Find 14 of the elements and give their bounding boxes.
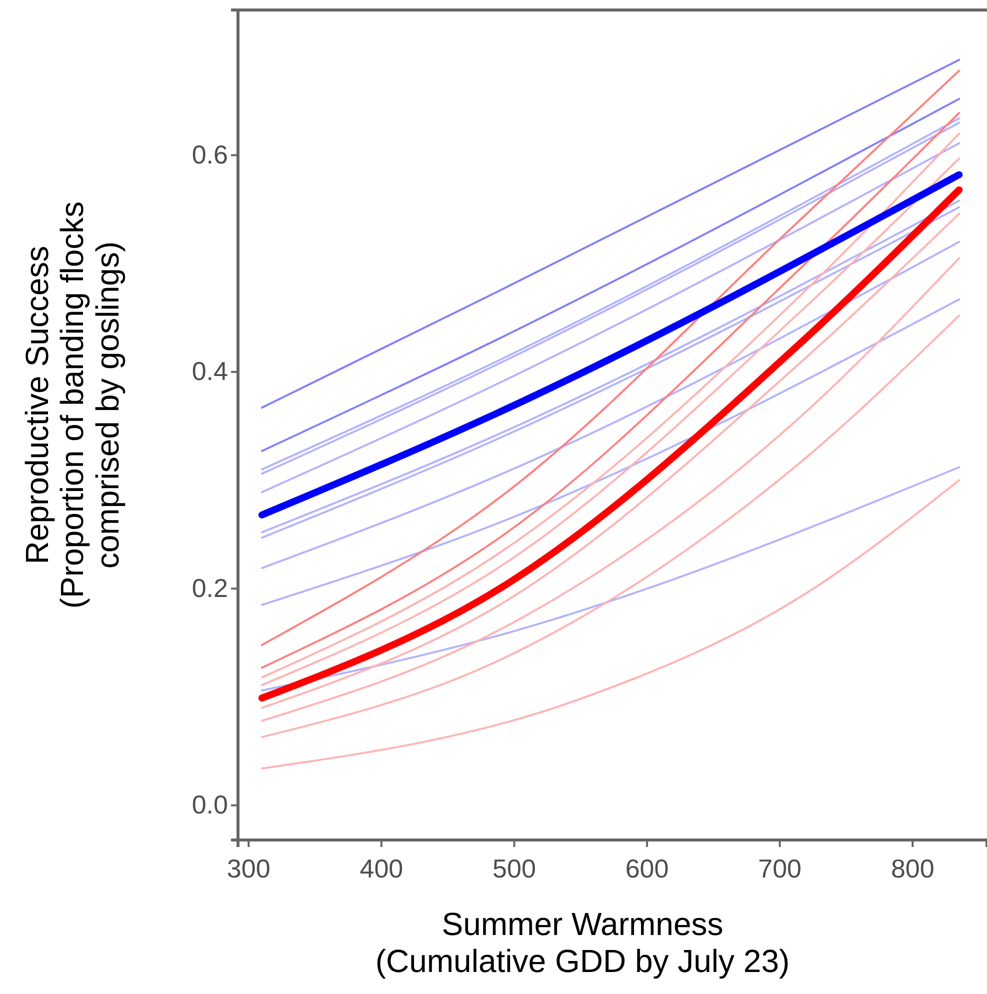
x-axis-title: Summer Warmness (Cumulative GDD by July 23) [375,906,790,979]
x-tick-label: 500 [492,853,536,884]
x-tick-label: 700 [758,853,802,884]
y-tick-label: 0.6 [192,140,228,170]
y-tick-label: 0.4 [192,356,228,386]
x-tick-label: 400 [360,853,404,884]
line-series [260,314,960,738]
line-series [260,479,960,770]
x-tick-label: 600 [625,853,669,884]
y-tick-label: 0.2 [192,572,228,603]
x-tick-label: 300 [226,853,270,884]
y-axis-title: Reproductive Success (Proportion of banding flocks comprised by goslings) [19,201,126,609]
y-tick-label: 0.0 [192,790,228,820]
x-tick-label: 800 [890,853,934,884]
